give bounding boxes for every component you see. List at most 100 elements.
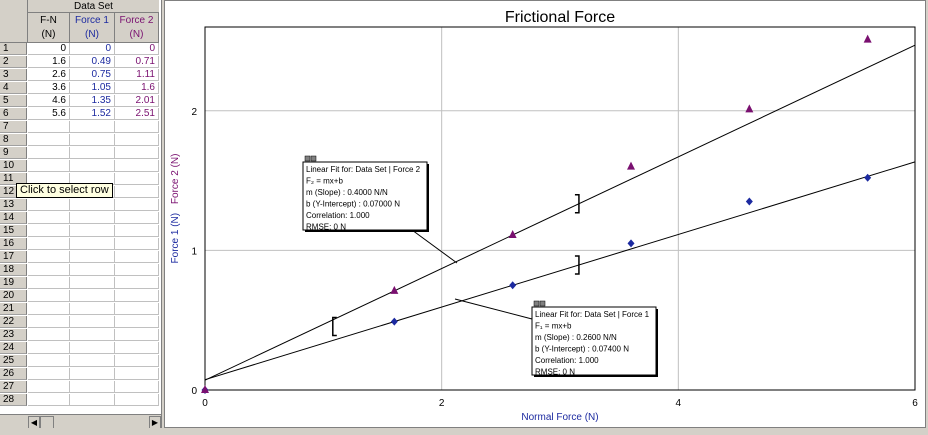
force2-point[interactable] bbox=[745, 104, 754, 113]
callout-options-icon[interactable] bbox=[304, 155, 311, 162]
cell-fn[interactable] bbox=[28, 147, 70, 159]
cell-force1[interactable] bbox=[70, 160, 115, 172]
cell-fn[interactable] bbox=[28, 381, 70, 393]
row-number[interactable]: 3 bbox=[0, 69, 27, 81]
scroll-right-arrow-icon[interactable]: ▶ bbox=[149, 416, 161, 429]
cell-force1[interactable] bbox=[70, 355, 115, 367]
row-number[interactable]: 23 bbox=[0, 329, 27, 341]
row-number[interactable]: 19 bbox=[0, 277, 27, 289]
cell-fn[interactable] bbox=[28, 394, 70, 406]
table-row[interactable]: 14 bbox=[0, 212, 159, 225]
cell-force1[interactable] bbox=[70, 316, 115, 328]
row-number[interactable]: 27 bbox=[0, 381, 27, 393]
cell-force2[interactable] bbox=[115, 303, 159, 315]
cell-force2[interactable] bbox=[115, 368, 159, 380]
table-row[interactable]: 23 bbox=[0, 329, 159, 342]
cell-force2[interactable] bbox=[115, 329, 159, 341]
callout-box[interactable] bbox=[531, 306, 657, 376]
cell-force2[interactable] bbox=[115, 290, 159, 302]
cell-force2[interactable]: 1.6 bbox=[115, 82, 159, 94]
row-number[interactable]: 15 bbox=[0, 225, 27, 237]
fit-range-brackets[interactable] bbox=[332, 194, 580, 337]
table-row[interactable]: 13 bbox=[0, 199, 159, 212]
fit-callout-force-1[interactable]: Linear Fit for: Data Set | Force 1 F₁ = m… bbox=[454, 298, 658, 377]
row-number[interactable]: 20 bbox=[0, 290, 27, 302]
table-row[interactable]: 27 bbox=[0, 381, 159, 394]
cell-fn[interactable] bbox=[28, 251, 70, 263]
callout-options-icon[interactable] bbox=[533, 300, 540, 307]
fit-range-start-bracket[interactable] bbox=[332, 316, 337, 337]
cell-fn[interactable] bbox=[28, 303, 70, 315]
row-number[interactable]: 6 bbox=[0, 108, 27, 120]
column-header-force1[interactable]: Force 1 (N) bbox=[70, 13, 115, 43]
cell-fn[interactable] bbox=[28, 121, 70, 133]
cell-force2[interactable] bbox=[115, 212, 159, 224]
cell-force2[interactable] bbox=[115, 381, 159, 393]
table-row[interactable]: 21 bbox=[0, 303, 159, 316]
cell-fn[interactable]: 5.6 bbox=[28, 108, 70, 120]
table-row[interactable]: 2 1.6 0.49 0.71 bbox=[0, 56, 159, 69]
cell-force1[interactable] bbox=[70, 264, 115, 276]
callout-close-icon[interactable] bbox=[310, 155, 317, 162]
cell-force1[interactable]: 0.75 bbox=[70, 69, 115, 81]
cell-force1[interactable] bbox=[70, 303, 115, 315]
row-number[interactable]: 21 bbox=[0, 303, 27, 315]
cell-force2[interactable] bbox=[115, 342, 159, 354]
table-row[interactable]: 22 bbox=[0, 316, 159, 329]
cell-force1[interactable] bbox=[70, 290, 115, 302]
cell-force2[interactable] bbox=[115, 199, 159, 211]
callout-box[interactable] bbox=[302, 161, 428, 231]
cell-force2[interactable] bbox=[115, 238, 159, 250]
force1-point[interactable] bbox=[509, 281, 517, 290]
frictional-force-chart[interactable]: 0 2 4 6 0 1 2 Linear Fit for: Data Set | Force… bbox=[165, 1, 925, 427]
table-row[interactable]: 17 bbox=[0, 251, 159, 264]
fit-line-force-2[interactable] bbox=[204, 44, 916, 381]
cell-fn[interactable] bbox=[28, 277, 70, 289]
cell-fn[interactable]: 0 bbox=[28, 43, 70, 55]
row-number[interactable]: 4 bbox=[0, 82, 27, 94]
cell-force2[interactable] bbox=[115, 186, 159, 198]
cell-force1[interactable]: 1.52 bbox=[70, 108, 115, 120]
cell-force2[interactable] bbox=[115, 264, 159, 276]
force2-point[interactable] bbox=[390, 285, 399, 294]
table-row[interactable]: 9 bbox=[0, 147, 159, 160]
cell-fn[interactable] bbox=[28, 225, 70, 237]
cell-force1[interactable]: 0 bbox=[70, 43, 115, 55]
cell-fn[interactable] bbox=[28, 329, 70, 341]
column-header-fn[interactable]: F-N (N) bbox=[28, 13, 70, 43]
cell-force1[interactable]: 1.35 bbox=[70, 95, 115, 107]
cell-force1[interactable]: 1.05 bbox=[70, 82, 115, 94]
table-row[interactable]: 5 4.6 1.35 2.01 bbox=[0, 95, 159, 108]
cell-force1[interactable] bbox=[70, 199, 115, 211]
cell-force2[interactable] bbox=[115, 316, 159, 328]
table-row[interactable]: 15 bbox=[0, 225, 159, 238]
cell-fn[interactable] bbox=[28, 264, 70, 276]
row-number[interactable]: 26 bbox=[0, 368, 27, 380]
force2-point[interactable] bbox=[627, 161, 635, 170]
cell-force1[interactable] bbox=[70, 238, 115, 250]
cell-fn[interactable] bbox=[28, 342, 70, 354]
cell-force1[interactable] bbox=[70, 147, 115, 159]
callout-close-icon[interactable] bbox=[539, 300, 546, 307]
cell-force1[interactable] bbox=[70, 121, 115, 133]
cell-fn[interactable] bbox=[28, 290, 70, 302]
row-number[interactable]: 17 bbox=[0, 251, 27, 263]
cell-force2[interactable] bbox=[115, 225, 159, 237]
cell-fn[interactable] bbox=[28, 134, 70, 146]
cell-force2[interactable]: 2.51 bbox=[115, 108, 159, 120]
cell-force2[interactable] bbox=[115, 147, 159, 159]
force2-fit-range-end-bracket[interactable] bbox=[574, 194, 580, 214]
plot-area[interactable] bbox=[204, 26, 916, 391]
cell-force2[interactable] bbox=[115, 134, 159, 146]
cell-force2[interactable] bbox=[115, 251, 159, 263]
cell-force2[interactable] bbox=[115, 173, 159, 185]
table-row[interactable]: 25 bbox=[0, 355, 159, 368]
table-row[interactable]: 24 bbox=[0, 342, 159, 355]
cell-force2[interactable]: 2.01 bbox=[115, 95, 159, 107]
table-row[interactable]: 7 bbox=[0, 121, 159, 134]
table-row[interactable]: 4 3.6 1.05 1.6 bbox=[0, 82, 159, 95]
cell-force1[interactable] bbox=[70, 381, 115, 393]
cell-force1[interactable] bbox=[70, 394, 115, 406]
row-number[interactable]: 5 bbox=[0, 95, 27, 107]
